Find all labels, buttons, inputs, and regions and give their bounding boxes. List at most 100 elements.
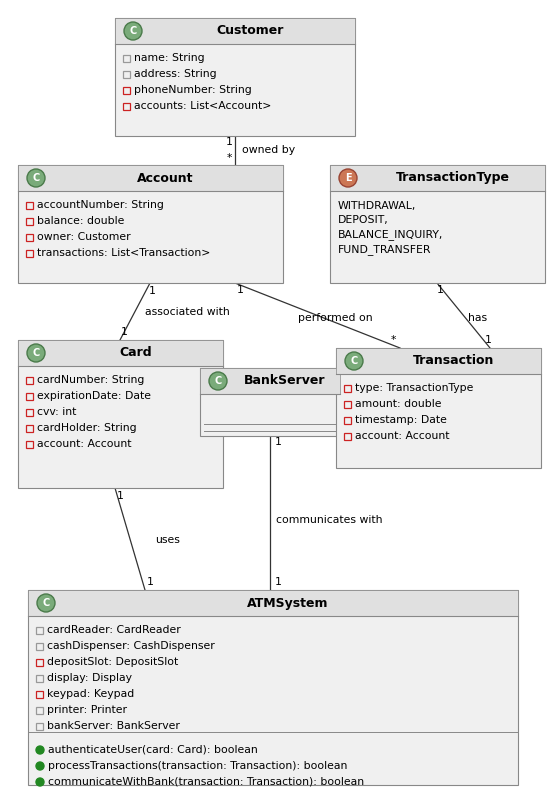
Text: 1: 1 bbox=[147, 577, 153, 587]
Bar bbox=[115, 18, 355, 136]
Bar bbox=[36, 643, 43, 650]
Bar bbox=[123, 87, 130, 94]
Bar bbox=[344, 417, 351, 424]
Text: 1: 1 bbox=[149, 286, 155, 296]
Bar bbox=[115, 18, 355, 44]
Bar bbox=[123, 103, 130, 110]
Text: uses: uses bbox=[155, 535, 180, 545]
Text: Card: Card bbox=[119, 347, 152, 360]
Text: display: Display: display: Display bbox=[47, 673, 132, 683]
Text: 1: 1 bbox=[274, 437, 282, 447]
Bar bbox=[18, 340, 223, 488]
Bar bbox=[330, 165, 545, 191]
Bar bbox=[26, 218, 33, 225]
Text: accounts: List<Account>: accounts: List<Account> bbox=[134, 101, 272, 111]
Text: bankServer: BankServer: bankServer: BankServer bbox=[47, 721, 180, 731]
Text: keypad: Keypad: keypad: Keypad bbox=[47, 689, 134, 699]
Bar bbox=[36, 659, 43, 666]
Text: balance: double: balance: double bbox=[37, 216, 125, 226]
Text: Transaction: Transaction bbox=[413, 355, 494, 368]
Bar bbox=[26, 234, 33, 241]
Bar bbox=[36, 675, 43, 682]
Text: depositSlot: DepositSlot: depositSlot: DepositSlot bbox=[47, 657, 179, 667]
Text: cashDispenser: CashDispenser: cashDispenser: CashDispenser bbox=[47, 641, 215, 651]
Text: C: C bbox=[42, 598, 50, 608]
Text: cardNumber: String: cardNumber: String bbox=[37, 375, 144, 385]
Bar bbox=[26, 409, 33, 416]
Circle shape bbox=[339, 169, 357, 187]
Bar bbox=[344, 385, 351, 392]
Bar bbox=[123, 71, 130, 78]
Text: WITHDRAWAL,
DEPOSIT,
BALANCE_INQUIRY,
FUND_TRANSFER: WITHDRAWAL, DEPOSIT, BALANCE_INQUIRY, FU… bbox=[338, 201, 444, 255]
Bar bbox=[18, 340, 223, 366]
Bar bbox=[18, 165, 283, 283]
Circle shape bbox=[209, 372, 227, 390]
Text: C: C bbox=[350, 356, 358, 366]
Text: cardReader: CardReader: cardReader: CardReader bbox=[47, 625, 181, 635]
Text: address: String: address: String bbox=[134, 69, 217, 79]
Circle shape bbox=[36, 746, 44, 754]
Bar bbox=[26, 425, 33, 432]
Text: associated with: associated with bbox=[145, 307, 230, 317]
Circle shape bbox=[36, 778, 44, 786]
Bar bbox=[36, 723, 43, 730]
Text: E: E bbox=[345, 173, 352, 183]
Text: TransactionType: TransactionType bbox=[396, 172, 510, 185]
Text: communicates with: communicates with bbox=[276, 515, 382, 525]
Text: printer: Printer: printer: Printer bbox=[47, 705, 127, 715]
Text: communicateWithBank(transaction: Transaction): boolean: communicateWithBank(transaction: Transac… bbox=[48, 777, 364, 787]
Bar bbox=[330, 165, 545, 283]
Text: *: * bbox=[226, 153, 231, 163]
Bar bbox=[26, 441, 33, 448]
Circle shape bbox=[124, 22, 142, 40]
Bar bbox=[18, 165, 283, 191]
Bar bbox=[28, 590, 518, 785]
Text: has: has bbox=[468, 313, 487, 323]
Text: authenticateUser(card: Card): boolean: authenticateUser(card: Card): boolean bbox=[48, 745, 258, 755]
Bar bbox=[26, 250, 33, 257]
Bar bbox=[200, 368, 340, 436]
Text: C: C bbox=[33, 173, 40, 183]
Text: Account: Account bbox=[137, 172, 194, 185]
Text: cardHolder: String: cardHolder: String bbox=[37, 423, 137, 433]
Text: phoneNumber: String: phoneNumber: String bbox=[134, 85, 252, 95]
Text: ATMSystem: ATMSystem bbox=[247, 596, 329, 609]
Text: 1: 1 bbox=[436, 285, 444, 295]
Text: cvv: int: cvv: int bbox=[37, 407, 77, 417]
Bar bbox=[344, 401, 351, 408]
Text: owned by: owned by bbox=[242, 145, 295, 155]
Circle shape bbox=[27, 169, 45, 187]
Text: 1: 1 bbox=[484, 335, 491, 345]
Text: 1: 1 bbox=[225, 137, 233, 147]
Bar bbox=[26, 393, 33, 400]
Circle shape bbox=[36, 762, 44, 770]
Text: C: C bbox=[214, 376, 222, 386]
Circle shape bbox=[37, 594, 55, 612]
Bar bbox=[200, 368, 340, 394]
Text: timestamp: Date: timestamp: Date bbox=[355, 415, 447, 425]
Text: C: C bbox=[129, 26, 137, 36]
Text: *: * bbox=[390, 335, 396, 345]
Text: owner: Customer: owner: Customer bbox=[37, 232, 131, 242]
Circle shape bbox=[27, 344, 45, 362]
Text: name: String: name: String bbox=[134, 53, 204, 63]
Bar bbox=[336, 348, 541, 468]
Bar bbox=[344, 433, 351, 440]
Text: 1: 1 bbox=[121, 327, 127, 337]
Text: BankServer: BankServer bbox=[244, 374, 326, 387]
Bar bbox=[123, 55, 130, 62]
Text: accountNumber: String: accountNumber: String bbox=[37, 200, 164, 210]
Text: 1: 1 bbox=[236, 285, 244, 295]
Bar bbox=[36, 707, 43, 714]
Text: account: Account: account: Account bbox=[37, 439, 132, 449]
Bar bbox=[36, 627, 43, 634]
Text: expirationDate: Date: expirationDate: Date bbox=[37, 391, 151, 401]
Text: processTransactions(transaction: Transaction): boolean: processTransactions(transaction: Transac… bbox=[48, 761, 347, 771]
Text: account: Account: account: Account bbox=[355, 431, 450, 441]
Text: performed on: performed on bbox=[298, 313, 372, 323]
Bar bbox=[28, 590, 518, 616]
Text: 1: 1 bbox=[117, 491, 123, 501]
Text: 1: 1 bbox=[274, 577, 282, 587]
Bar bbox=[26, 377, 33, 384]
Text: transactions: List<Transaction>: transactions: List<Transaction> bbox=[37, 248, 210, 258]
